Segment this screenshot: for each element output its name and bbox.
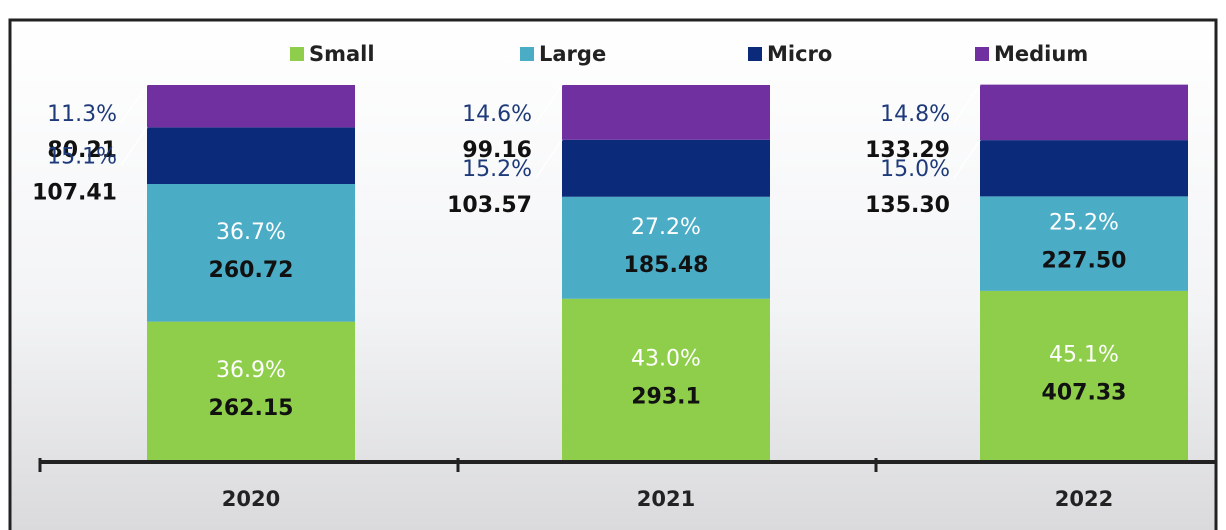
amount-label: 262.15 bbox=[209, 396, 294, 421]
value-label: 15.1% bbox=[47, 144, 117, 169]
leader-line bbox=[120, 126, 148, 166]
amount-label: 407.33 bbox=[1042, 380, 1127, 405]
bar-segment bbox=[562, 85, 770, 140]
value-label: 15.2% bbox=[462, 157, 532, 182]
leader-line bbox=[535, 84, 563, 124]
bar-segment bbox=[980, 196, 1188, 291]
x-tick-label: 2022 bbox=[1055, 487, 1113, 511]
bar-segment bbox=[147, 321, 355, 460]
value-label: 36.9% bbox=[216, 358, 286, 383]
legend-label: Micro bbox=[767, 42, 832, 66]
bar-segment bbox=[980, 84, 1188, 141]
value-label: 11.3% bbox=[47, 102, 117, 127]
amount-label: 103.57 bbox=[447, 193, 532, 218]
leader-line bbox=[953, 84, 981, 124]
amount-label: 260.72 bbox=[209, 258, 294, 283]
amount-label: 99.16 bbox=[462, 138, 532, 163]
value-label: 15.0% bbox=[880, 157, 950, 182]
bar-segment bbox=[562, 139, 770, 197]
amount-label: 107.41 bbox=[32, 180, 117, 205]
legend-label: Small bbox=[309, 42, 375, 66]
x-tick-label: 2021 bbox=[637, 487, 695, 511]
value-label: 27.2% bbox=[631, 215, 701, 240]
bar-segment bbox=[147, 85, 355, 128]
bar-segment bbox=[147, 127, 355, 184]
legend-label: Large bbox=[539, 42, 606, 66]
legend-swatch bbox=[975, 47, 989, 61]
bar-segment bbox=[980, 290, 1188, 460]
amount-label: 227.50 bbox=[1042, 249, 1127, 274]
value-label: 14.8% bbox=[880, 102, 950, 127]
bar-segment bbox=[562, 298, 770, 460]
legend-swatch bbox=[520, 47, 534, 61]
value-label: 36.7% bbox=[216, 220, 286, 245]
x-tick-label: 2020 bbox=[222, 487, 280, 511]
leader-line bbox=[953, 139, 981, 179]
leader-line bbox=[535, 139, 563, 179]
bar-segment bbox=[980, 140, 1188, 197]
leader-line bbox=[120, 84, 148, 124]
legend-label: Medium bbox=[994, 42, 1088, 66]
amount-label: 80.21 bbox=[47, 138, 117, 163]
value-label: 25.2% bbox=[1049, 211, 1119, 236]
amount-label: 135.30 bbox=[865, 193, 950, 218]
amount-label: 185.48 bbox=[624, 253, 709, 278]
value-label: 14.6% bbox=[462, 102, 532, 127]
bar-segment bbox=[147, 184, 355, 322]
legend-swatch bbox=[748, 47, 762, 61]
amount-label: 133.29 bbox=[865, 138, 950, 163]
amount-label: 293.1 bbox=[631, 384, 701, 409]
legend-swatch bbox=[290, 47, 304, 61]
value-label: 45.1% bbox=[1049, 342, 1119, 367]
value-label: 43.0% bbox=[631, 346, 701, 371]
bar-segment bbox=[562, 196, 770, 299]
